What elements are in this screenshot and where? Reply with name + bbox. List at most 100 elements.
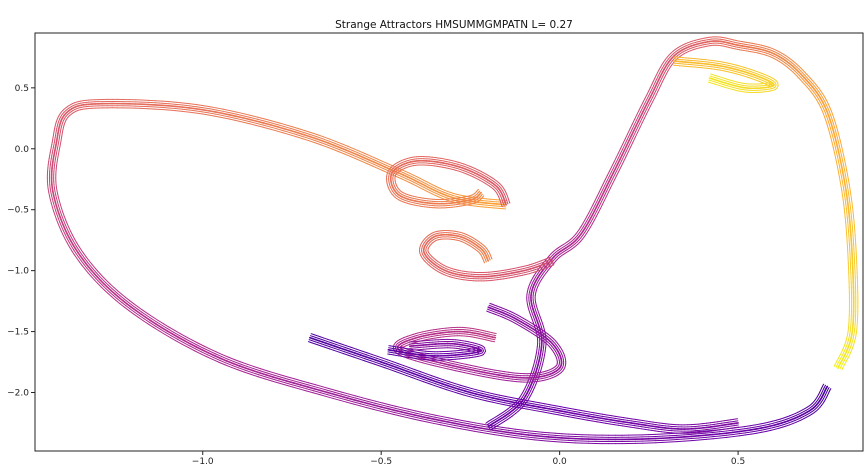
trajectory-segment: [385, 164, 392, 168]
trajectory-segment: [107, 293, 113, 298]
trajectory-segment: [797, 417, 802, 420]
trajectory-segment: [415, 410, 423, 413]
trajectory-segment: [209, 108, 217, 111]
trajectory-segment: [299, 386, 308, 390]
trajectory-segment: [534, 439, 542, 442]
trajectory-segment: [109, 283, 115, 288]
trajectory-segment: [460, 194, 465, 197]
trajectory-segment: [435, 414, 443, 418]
trajectory-segment: [74, 243, 78, 249]
trajectory-segment: [500, 435, 509, 438]
trajectory-segment: [440, 419, 449, 423]
trajectory-segment: [234, 119, 243, 123]
trajectory-segment: [393, 413, 401, 417]
trajectory-segment: [547, 440, 556, 443]
trajectory-segment: [375, 157, 382, 162]
trajectory-segment: [119, 303, 125, 308]
trajectory-segment: [308, 140, 316, 144]
trajectory-segment: [405, 180, 410, 183]
trajectory-segment: [461, 419, 470, 423]
trajectory-segment: [47, 188, 50, 193]
trajectory-segment: [313, 390, 321, 394]
trajectory-segment: [278, 122, 286, 126]
trajectory-segment: [195, 108, 204, 111]
trajectory-segment: [239, 363, 248, 367]
trajectory-segment: [213, 354, 222, 360]
trajectory-segment: [845, 207, 848, 214]
trajectory-segment: [850, 193, 852, 199]
trajectory-segment: [541, 437, 549, 440]
trajectory-segment: [309, 135, 317, 140]
trajectory-segment: [88, 260, 93, 265]
trajectory-segment: [242, 119, 251, 123]
trajectory-segment: [447, 423, 455, 426]
trajectory-segment: [142, 320, 149, 325]
trajectory-segment: [202, 105, 211, 108]
trajectory-segment: [83, 253, 87, 258]
trajectory-segment: [218, 361, 226, 366]
trajectory-segment: [399, 415, 408, 419]
trajectory-segment: [263, 122, 272, 126]
trajectory-segment: [57, 197, 60, 202]
trajectory-segment: [142, 309, 149, 315]
trajectory-segment: [854, 335, 857, 340]
trajectory-segment: [409, 180, 415, 183]
trajectory-segment: [683, 438, 693, 440]
trajectory-segment: [712, 437, 721, 440]
trajectory-segment: [291, 386, 300, 390]
trajectory-segment: [92, 268, 97, 273]
trajectory-segment: [250, 374, 259, 378]
trajectory-segment: [276, 125, 285, 130]
trajectory-segment: [276, 128, 285, 132]
trajectory-segment: [56, 201, 59, 206]
trajectory-segment: [460, 428, 468, 431]
trajectory-segment: [293, 380, 302, 384]
trajectory-segment: [287, 376, 296, 380]
trajectory-segment: [378, 163, 386, 168]
trajectory-segment: [850, 197, 853, 204]
trajectory-segment: [201, 111, 210, 114]
trajectory-segment: [165, 332, 173, 337]
trajectory-segment: [66, 228, 70, 233]
trajectory-segment: [782, 425, 787, 428]
trajectory-segment: [367, 400, 376, 404]
trajectory-segment: [185, 336, 193, 341]
trajectory-segment: [328, 140, 336, 144]
trajectory-segment: [161, 106, 170, 109]
trajectory-segment: [347, 395, 356, 399]
trajectory-segment: [785, 424, 791, 427]
trajectory-segment: [253, 366, 262, 370]
trajectory-segment: [181, 343, 189, 348]
trajectory-segment: [421, 411, 430, 415]
trajectory-segment: [79, 261, 83, 267]
trajectory-segment: [136, 308, 143, 313]
trajectory-segment: [401, 178, 407, 182]
trajectory-segment: [768, 420, 774, 423]
trajectory-segment: [57, 222, 61, 228]
trajectory-segment: [52, 202, 55, 208]
trajectory-segment: [367, 161, 375, 165]
trajectory-segment: [432, 184, 437, 187]
trajectory-segment: [243, 113, 252, 116]
trajectory-segment: [124, 296, 131, 302]
trajectory-segment: [467, 425, 476, 428]
trajectory-segment: [260, 368, 268, 372]
trajectory-segment: [334, 389, 343, 393]
trajectory-segment: [789, 423, 794, 426]
trajectory-segment: [61, 208, 64, 213]
trajectory-segment: [221, 114, 230, 118]
trajectory-segment: [59, 208, 62, 214]
trajectory-segment: [413, 181, 418, 185]
trajectory-segment: [407, 410, 416, 414]
trajectory-segment: [306, 385, 315, 390]
trajectory-segment: [508, 371, 514, 374]
trajectory-segment: [503, 373, 509, 375]
trajectory-segment: [346, 399, 355, 403]
trajectory-segment: [284, 124, 293, 128]
trajectory-segment: [265, 374, 274, 378]
trajectory-segment: [415, 178, 420, 181]
trajectory-segment: [494, 429, 503, 433]
trajectory-segment: [474, 424, 483, 427]
trajectory-segment: [269, 128, 277, 132]
trajectory-segment: [222, 108, 231, 112]
